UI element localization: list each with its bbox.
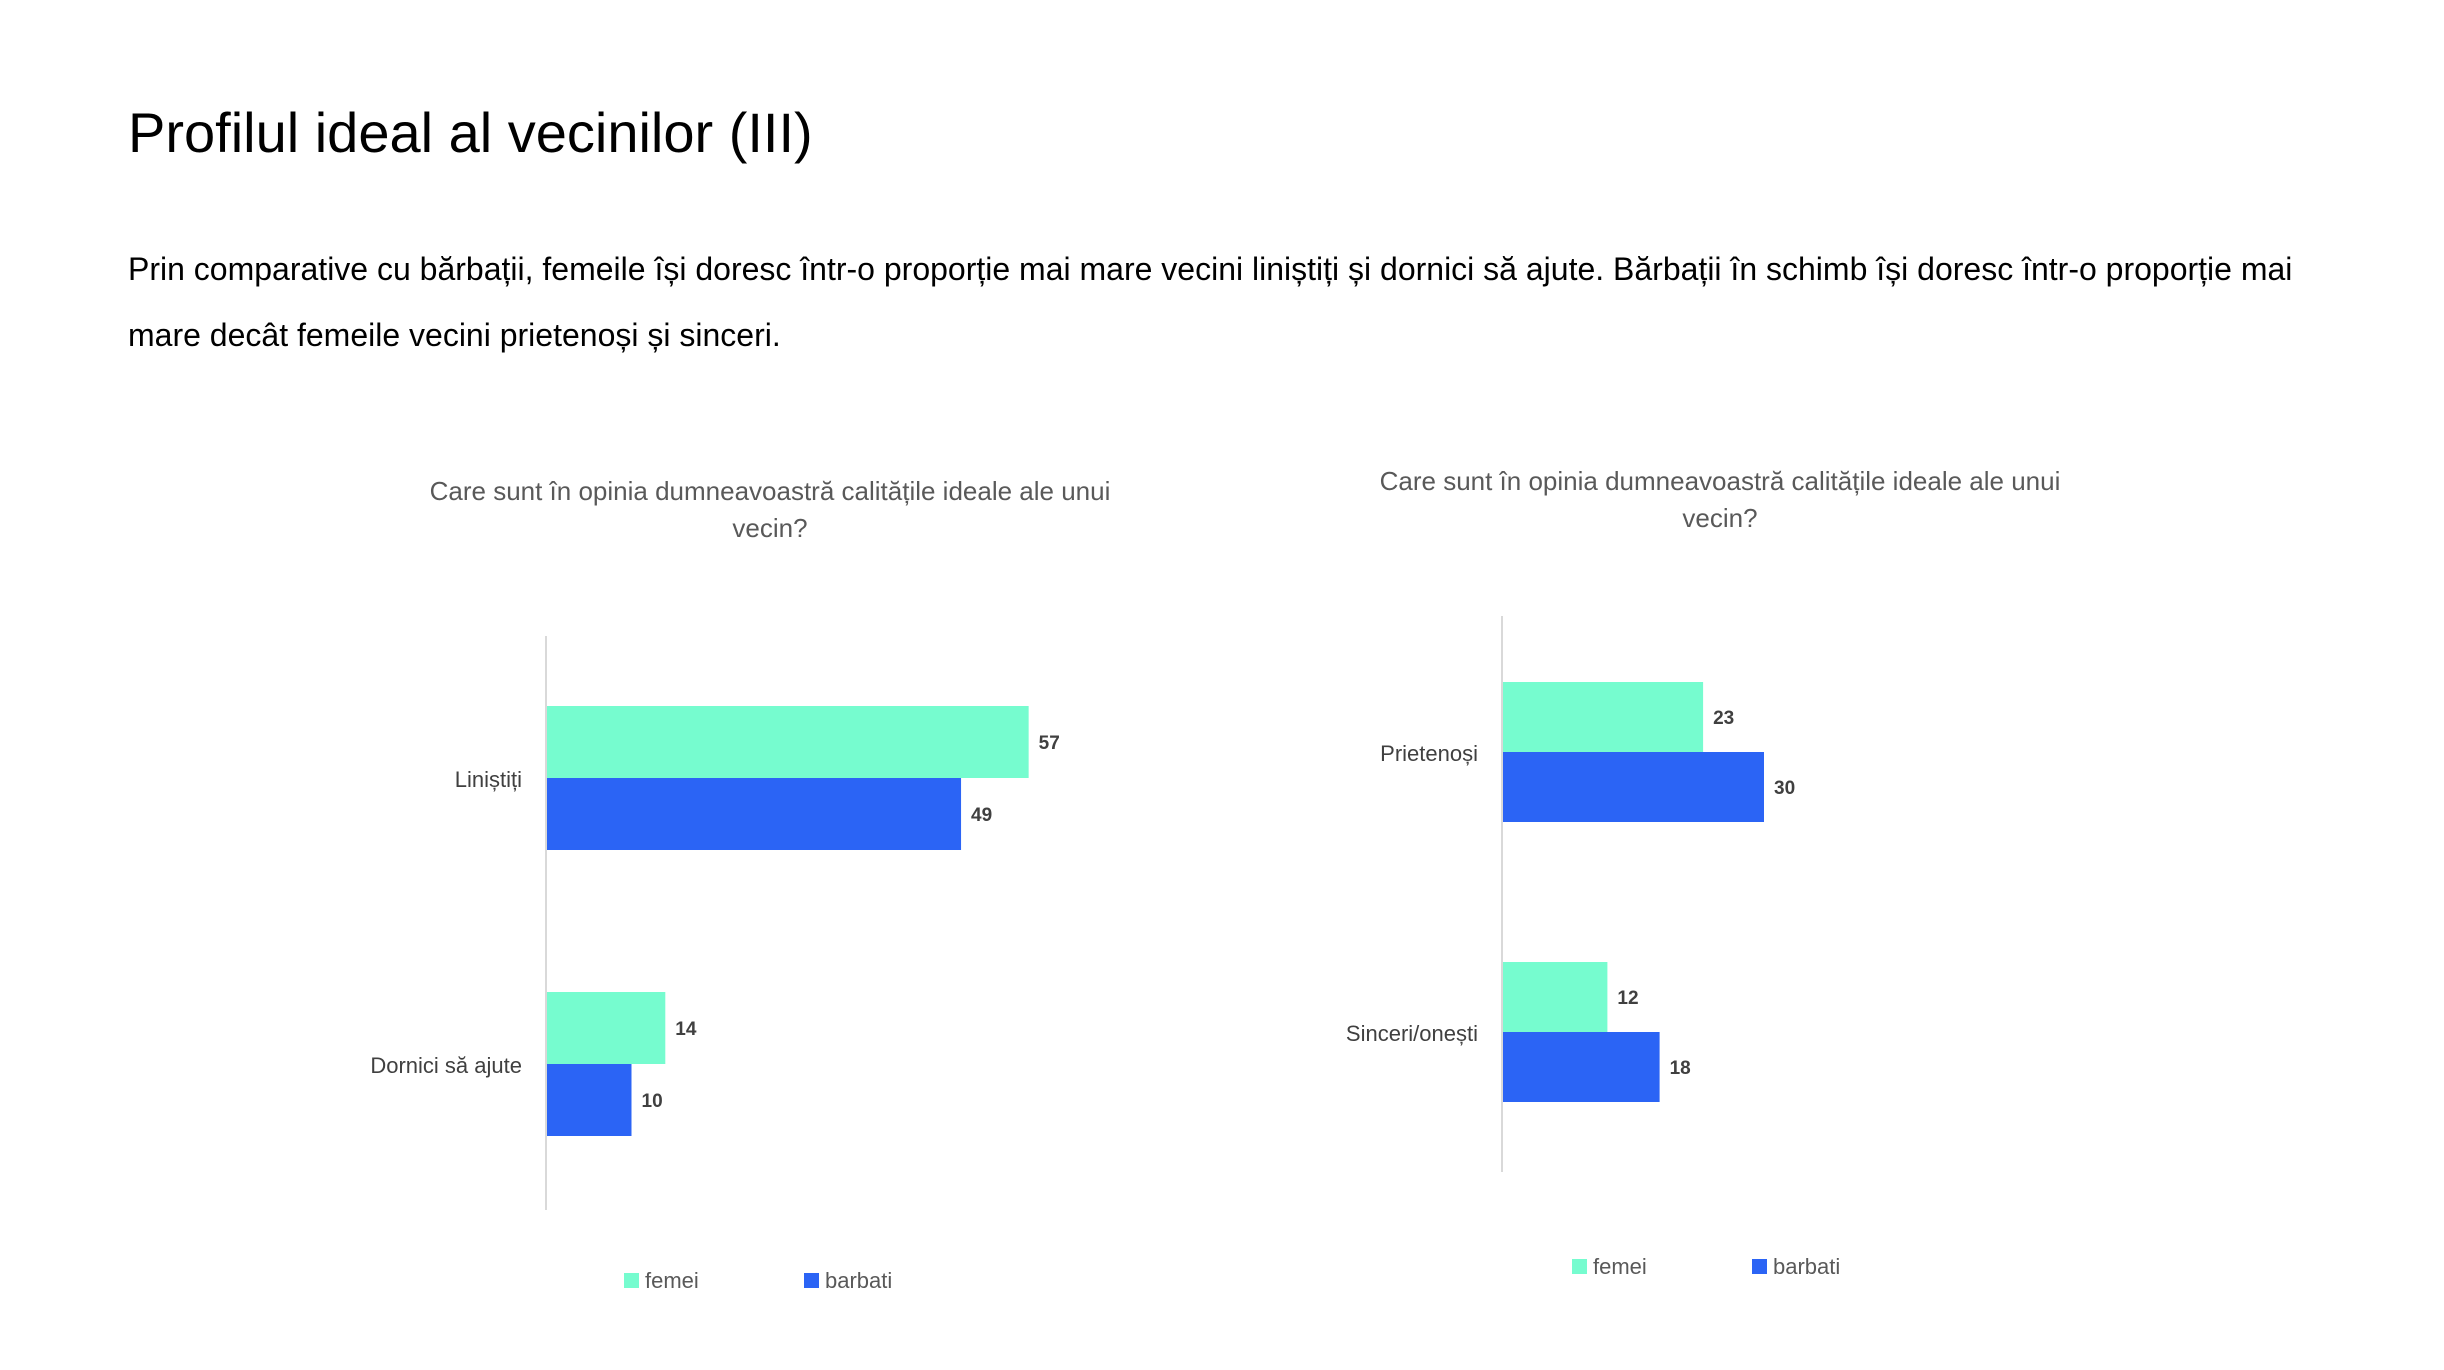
chart-right: Care sunt în opinia dumneavoastră calită…: [1346, 466, 2061, 1279]
chart-title-line: vecin?: [1682, 503, 1757, 533]
bar-femei: [1503, 682, 1704, 752]
category-tick-label: Dornici să ajute: [370, 1053, 522, 1078]
data-label: 30: [1774, 778, 1795, 799]
bar-barbati: [1503, 1032, 1660, 1102]
chart-title-line: vecin?: [732, 513, 807, 543]
bar-femei: [547, 992, 666, 1064]
category-tick-label: Sinceri/onești: [1346, 1021, 1478, 1046]
bar-barbati: [1503, 752, 1764, 822]
legend-label-barbati: barbati: [825, 1268, 892, 1293]
legend-label-femei: femei: [645, 1268, 699, 1293]
legend-swatch-femei: [1572, 1259, 1587, 1274]
data-label: 49: [971, 805, 992, 826]
chart-left: Care sunt în opinia dumneavoastră calită…: [370, 476, 1111, 1293]
category-tick-label: Prietenoși: [1380, 741, 1478, 766]
data-label: 14: [675, 1019, 697, 1040]
data-label: 10: [642, 1091, 663, 1112]
legend-label-barbati: barbati: [1773, 1254, 1840, 1279]
bar-femei: [1503, 962, 1608, 1032]
data-label: 18: [1670, 1058, 1691, 1079]
data-label: 23: [1713, 708, 1734, 729]
legend-swatch-barbati: [1752, 1259, 1767, 1274]
bar-femei: [547, 706, 1029, 778]
slide-title: Profilul ideal al vecinilor (III): [128, 101, 813, 164]
legend-swatch-barbati: [804, 1273, 819, 1288]
chart-title-line: Care sunt în opinia dumneavoastră calită…: [1380, 466, 2061, 496]
legend-swatch-femei: [624, 1273, 639, 1288]
bar-barbati: [547, 778, 962, 850]
chart-title-line: Care sunt în opinia dumneavoastră calită…: [430, 476, 1111, 506]
slide-body-text: Prin comparative cu bărbații, femeile îș…: [128, 251, 2293, 353]
bar-barbati: [547, 1064, 632, 1136]
legend-label-femei: femei: [1593, 1254, 1647, 1279]
data-label: 12: [1617, 988, 1638, 1009]
data-label: 57: [1039, 733, 1060, 754]
category-tick-label: Liniștiți: [455, 767, 522, 792]
